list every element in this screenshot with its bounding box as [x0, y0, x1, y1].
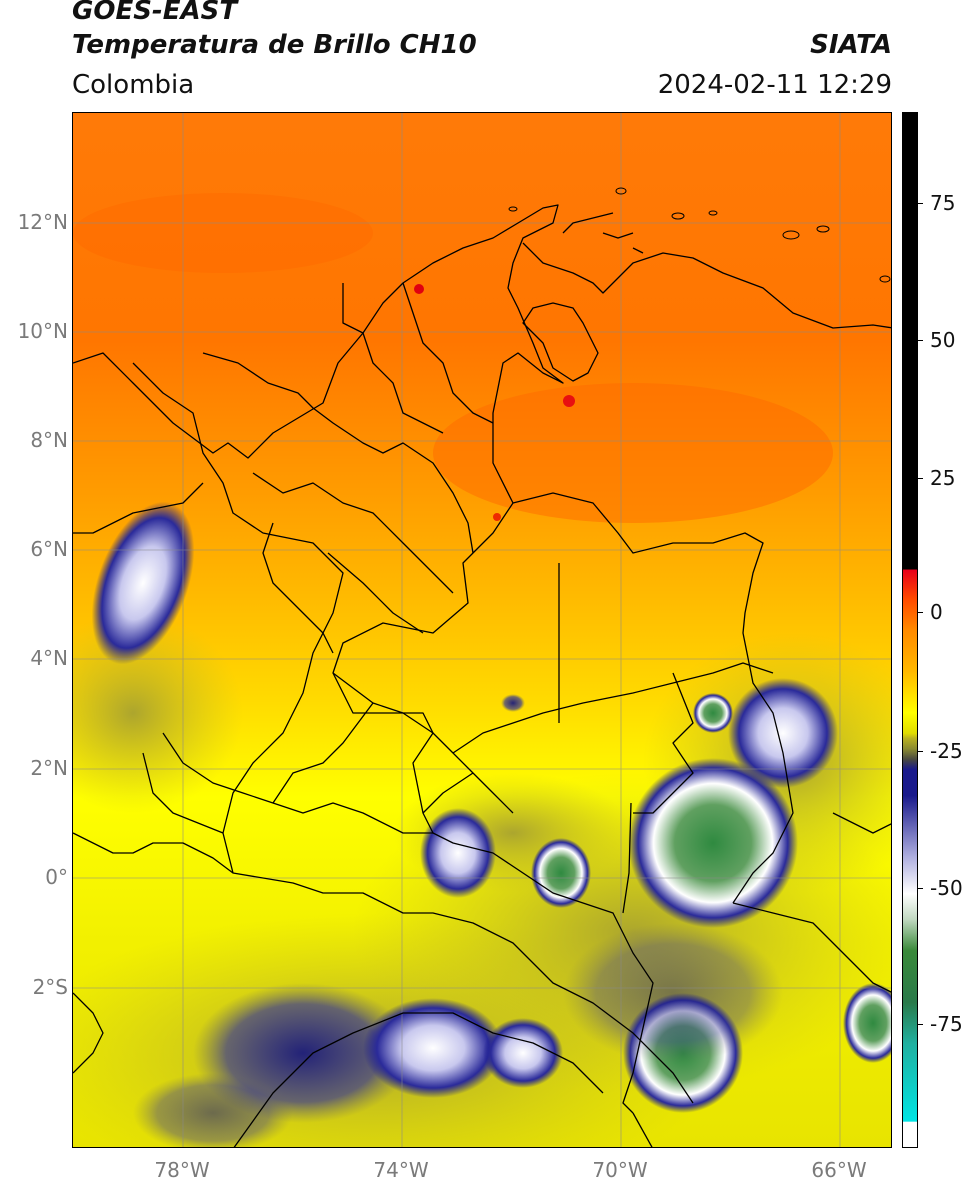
lon-label-74w: 74°W [373, 1158, 429, 1182]
graticule [73, 113, 891, 1147]
colorbar-tick-m25 [917, 751, 923, 752]
convective-clouds [91, 501, 891, 1147]
colorbar-tick-75 [917, 203, 923, 204]
lon-label-78w: 78°W [154, 1158, 210, 1182]
lat-label-12n: 12°N [17, 210, 68, 234]
map-canvas [73, 113, 891, 1147]
warm-anomalies [73, 193, 833, 523]
timestamp-label: 2024-02-11 12:29 [657, 70, 892, 100]
colorbar-tick-25 [917, 478, 923, 479]
colorbar-label-25: 25 [930, 466, 956, 490]
colorbar-tick-50 [917, 340, 923, 341]
lat-label-2s: 2°S [32, 975, 68, 999]
colorbar-tick-m75 [917, 1024, 923, 1025]
lat-label-0: 0° [45, 865, 68, 889]
colorbar-label-m50: -50 [930, 876, 963, 900]
colorbar-label-0: 0 [930, 600, 943, 624]
lat-label-10n: 10°N [17, 319, 68, 343]
colorbar-tick-0 [917, 612, 923, 613]
lat-label-4n: 4°N [30, 646, 68, 670]
borders [73, 204, 891, 1147]
lat-label-8n: 8°N [30, 428, 68, 452]
colorbar-label-m75: -75 [930, 1012, 963, 1036]
region-label: Colombia [72, 70, 195, 100]
lat-label-2n: 2°N [30, 756, 68, 780]
brightness-temperature-map [72, 112, 892, 1148]
product-title: Temperatura de Brillo CH10 [72, 30, 477, 60]
colorbar-label-50: 50 [930, 328, 956, 352]
lat-label-6n: 6°N [30, 537, 68, 561]
colorbar-label-m25: -25 [930, 739, 963, 763]
colorbar-label-75: 75 [930, 191, 956, 215]
lon-label-70w: 70°W [592, 1158, 648, 1182]
agency-label: SIATA [810, 30, 892, 60]
satellite-title: GOES-EAST [72, 0, 238, 26]
colorbar-tick-m50 [917, 888, 923, 889]
colorbar-gradient [903, 113, 917, 1147]
lon-label-66w: 66°W [811, 1158, 867, 1182]
colorbar [902, 112, 918, 1148]
islands [508, 187, 891, 283]
